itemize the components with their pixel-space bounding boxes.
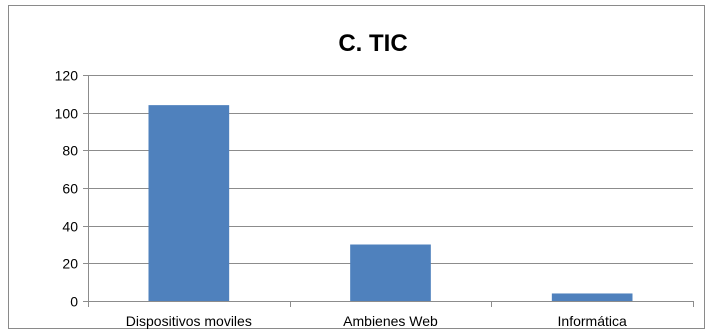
y-tick-label: 20 [62, 256, 78, 272]
x-category-labels: Dispositivos moviles Ambienes Web Informát… [126, 313, 627, 329]
y-tick-label: 100 [55, 106, 79, 122]
y-tick-label: 40 [62, 219, 78, 235]
y-tick-label: 0 [70, 294, 78, 310]
x-category-label: Dispositivos moviles [126, 313, 252, 329]
bar-1 [350, 244, 431, 301]
y-tick-label: 80 [62, 143, 78, 159]
bar-0 [148, 105, 230, 301]
x-category-label: Informática [558, 313, 627, 329]
bars [148, 105, 633, 301]
bar-2 [551, 293, 633, 301]
axes [83, 75, 694, 307]
x-category-label: Ambienes Web [343, 313, 438, 329]
y-tick-label: 60 [62, 181, 78, 197]
y-tick-labels: 0 20 40 60 80 100 120 [55, 68, 79, 310]
chart-title: C. TIC [338, 30, 407, 57]
y-tick-label: 120 [55, 68, 79, 84]
